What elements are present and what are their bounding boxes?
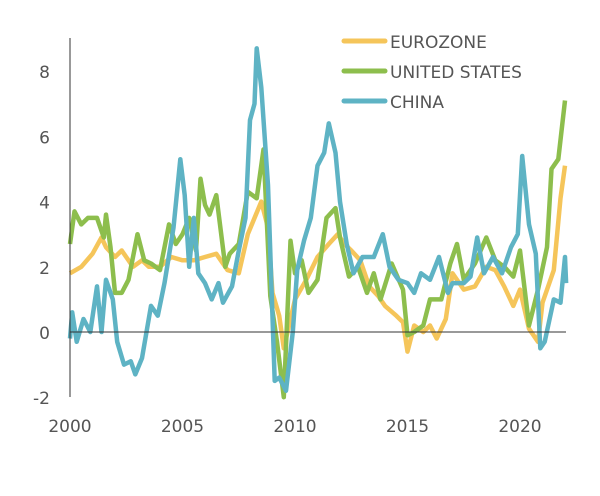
y-tick-label: 0 xyxy=(39,324,50,344)
legend-label: CHINA xyxy=(390,93,444,113)
y-tick-label: 2 xyxy=(39,259,50,279)
y-tick-label: 4 xyxy=(39,194,50,214)
x-tick-label: 2020 xyxy=(498,417,541,437)
legend-item: CHINA xyxy=(341,93,444,113)
legend-item: EUROZONE xyxy=(341,33,487,53)
legend-item: UNITED STATES xyxy=(341,63,522,83)
legend: EUROZONE UNITED STATES CHINA xyxy=(341,33,522,113)
x-axis-ticks: 2000 2005 2010 2015 2020 xyxy=(48,417,541,437)
legend-label: EUROZONE xyxy=(390,33,487,53)
series-lines xyxy=(67,46,569,400)
y-tick-label: -2 xyxy=(33,389,50,409)
y-tick-label: 8 xyxy=(39,63,50,83)
y-tick-label: 6 xyxy=(39,128,50,148)
x-tick-label: 2000 xyxy=(48,417,91,437)
x-tick-label: 2005 xyxy=(161,417,204,437)
y-axis-ticks: -2 0 2 4 6 8 xyxy=(33,63,50,409)
legend-label: UNITED STATES xyxy=(390,63,522,83)
x-tick-label: 2015 xyxy=(386,417,429,437)
x-tick-label: 2010 xyxy=(273,417,316,437)
series-line-china xyxy=(67,46,569,393)
